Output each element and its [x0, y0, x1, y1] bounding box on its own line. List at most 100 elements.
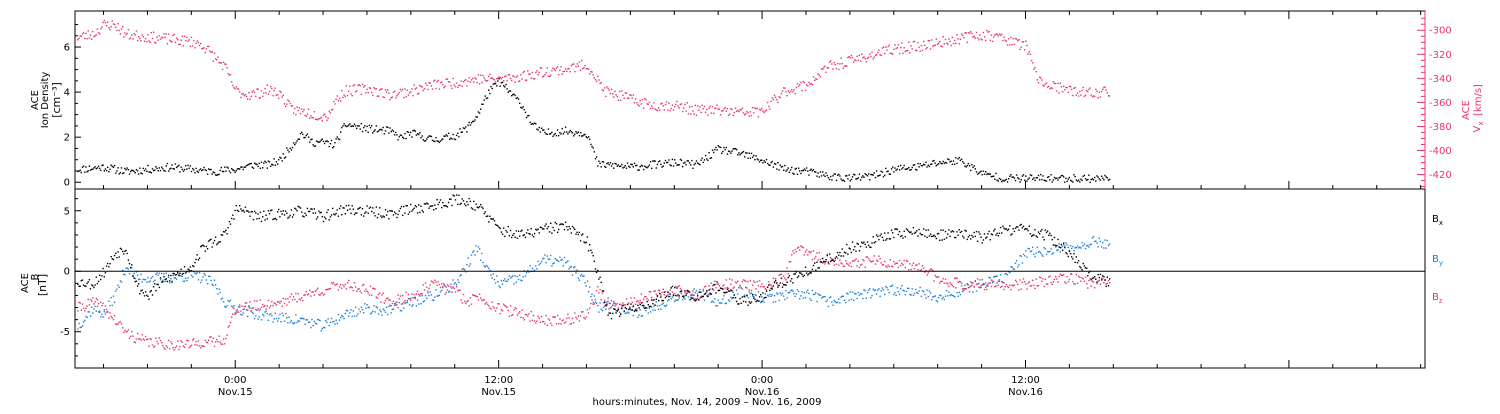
bz-point — [1048, 276, 1050, 278]
density-point — [578, 134, 581, 137]
bx-point — [1033, 234, 1035, 236]
bz-point — [925, 270, 927, 272]
bz-point — [924, 271, 926, 273]
density-point — [455, 134, 458, 137]
density-point — [744, 156, 746, 158]
density-point — [522, 106, 524, 108]
bz-point — [165, 345, 167, 347]
vx-point — [492, 78, 494, 80]
density-point — [157, 170, 159, 172]
density-point — [671, 158, 674, 161]
vx-point — [307, 108, 310, 110]
density-point — [693, 163, 695, 166]
bz-point — [771, 286, 773, 288]
bx-point — [397, 213, 399, 216]
by-point — [367, 306, 369, 309]
bz-point — [704, 285, 707, 287]
vx-point — [335, 98, 337, 101]
vx-point — [690, 113, 692, 115]
bx-point — [862, 242, 864, 244]
bx-point — [579, 240, 582, 242]
bz-point — [664, 290, 667, 293]
density-point — [380, 128, 382, 131]
density-point — [214, 174, 217, 176]
density-point — [253, 162, 256, 164]
bz-point — [212, 337, 214, 339]
bz-point — [1107, 279, 1110, 282]
bx-point — [776, 282, 778, 284]
vx-point — [1024, 49, 1026, 51]
bx-point — [717, 289, 719, 292]
density-point — [646, 167, 648, 169]
bz-point — [474, 295, 476, 297]
by-point — [204, 274, 206, 276]
by-point — [305, 319, 307, 321]
by-point — [262, 313, 264, 316]
density-point — [513, 93, 515, 95]
bx-point — [838, 254, 840, 256]
bx-point — [560, 223, 562, 225]
bx-point — [629, 307, 631, 310]
density-point — [796, 173, 799, 175]
bz-point — [81, 303, 84, 305]
vx-point — [559, 69, 561, 71]
vx-point — [594, 79, 597, 81]
vx-point — [325, 116, 327, 118]
vx-point — [210, 51, 212, 53]
bx-point — [1019, 224, 1021, 226]
by-point — [894, 291, 896, 294]
bx-point — [928, 235, 931, 237]
by-point — [244, 305, 247, 308]
bz-point — [1065, 282, 1067, 285]
bz-point — [651, 296, 653, 299]
by-point — [79, 326, 81, 329]
bz-point — [750, 289, 753, 292]
bz-point — [810, 250, 812, 253]
bz-point — [1076, 282, 1079, 284]
density-point — [633, 162, 636, 164]
bx-point — [110, 256, 112, 258]
bx-point — [830, 260, 832, 262]
density-point — [966, 164, 968, 167]
vx-point — [427, 88, 429, 91]
vx-point — [161, 36, 163, 38]
vx-point — [1097, 97, 1099, 99]
density-point — [280, 157, 282, 159]
bx-point — [688, 291, 691, 293]
bx-point — [892, 232, 894, 234]
density-point — [965, 166, 967, 168]
bx-point — [484, 211, 486, 213]
vx-point — [538, 71, 540, 74]
vx-point — [649, 107, 652, 110]
vx-point — [717, 108, 719, 110]
by-point — [845, 301, 847, 304]
density-point — [980, 170, 982, 172]
vx-point — [130, 37, 132, 39]
bx-point — [871, 242, 873, 244]
density-point — [357, 125, 359, 127]
bx-point — [498, 226, 500, 229]
density-point — [624, 165, 626, 167]
top-right-label-vx: Vx — [1472, 122, 1485, 133]
bz-point — [543, 321, 545, 323]
bz-point — [934, 274, 936, 277]
bz-point — [575, 316, 577, 319]
bx-point — [1006, 229, 1009, 232]
bx-point — [943, 238, 945, 240]
vx-point — [330, 109, 333, 111]
bx-point — [918, 228, 920, 231]
top-left-tick-label: 0 — [64, 178, 70, 189]
by-point — [543, 257, 545, 259]
density-point — [443, 135, 445, 137]
bz-point — [393, 303, 396, 305]
bz-point — [220, 343, 222, 345]
bz-point — [656, 296, 659, 298]
bz-point — [932, 269, 934, 272]
by-point — [218, 288, 220, 290]
vx-point — [460, 80, 462, 82]
by-point — [317, 318, 319, 321]
vx-point — [721, 110, 723, 112]
density-point — [960, 158, 963, 160]
bx-point — [1038, 233, 1041, 235]
by-point — [89, 315, 92, 317]
